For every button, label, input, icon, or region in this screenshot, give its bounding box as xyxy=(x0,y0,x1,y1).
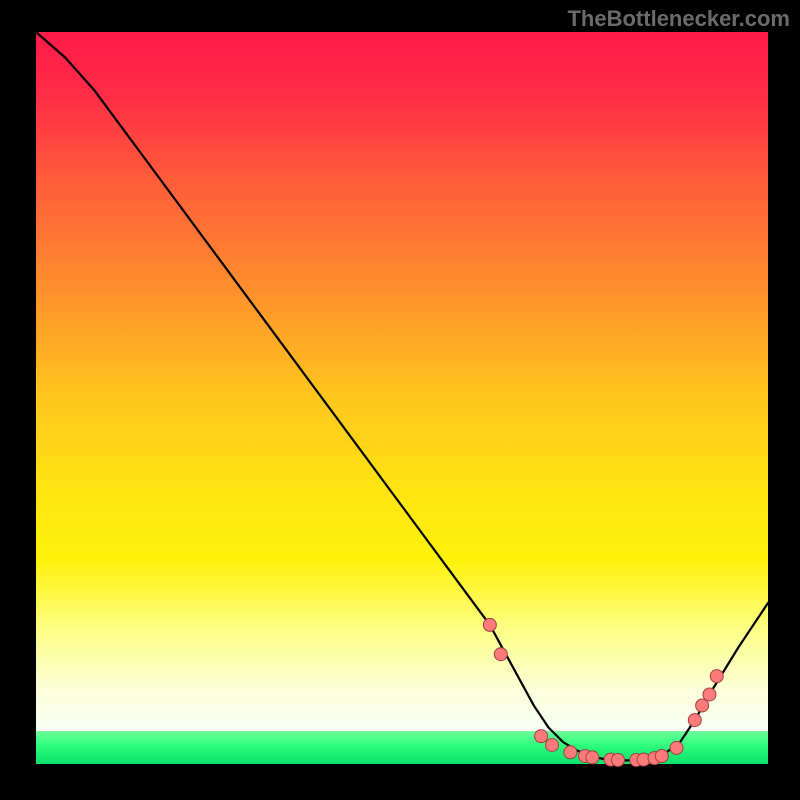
marker-point xyxy=(483,618,496,631)
watermark-text: TheBottlenecker.com xyxy=(567,6,790,32)
marker-point xyxy=(546,738,559,751)
marker-point xyxy=(564,746,577,759)
marker-point xyxy=(703,688,716,701)
chart-container: TheBottlenecker.com xyxy=(0,0,800,800)
marker-point xyxy=(710,670,723,683)
curve-layer xyxy=(36,32,768,764)
marker-point xyxy=(655,749,668,762)
marker-point xyxy=(696,699,709,712)
marker-point xyxy=(611,753,624,766)
marker-point xyxy=(535,730,548,743)
plot-area xyxy=(36,32,768,764)
marker-point xyxy=(688,714,701,727)
marker-point xyxy=(494,648,507,661)
marker-group xyxy=(483,618,723,766)
bottleneck-curve xyxy=(36,32,768,760)
marker-point xyxy=(586,751,599,764)
marker-point xyxy=(670,741,683,754)
